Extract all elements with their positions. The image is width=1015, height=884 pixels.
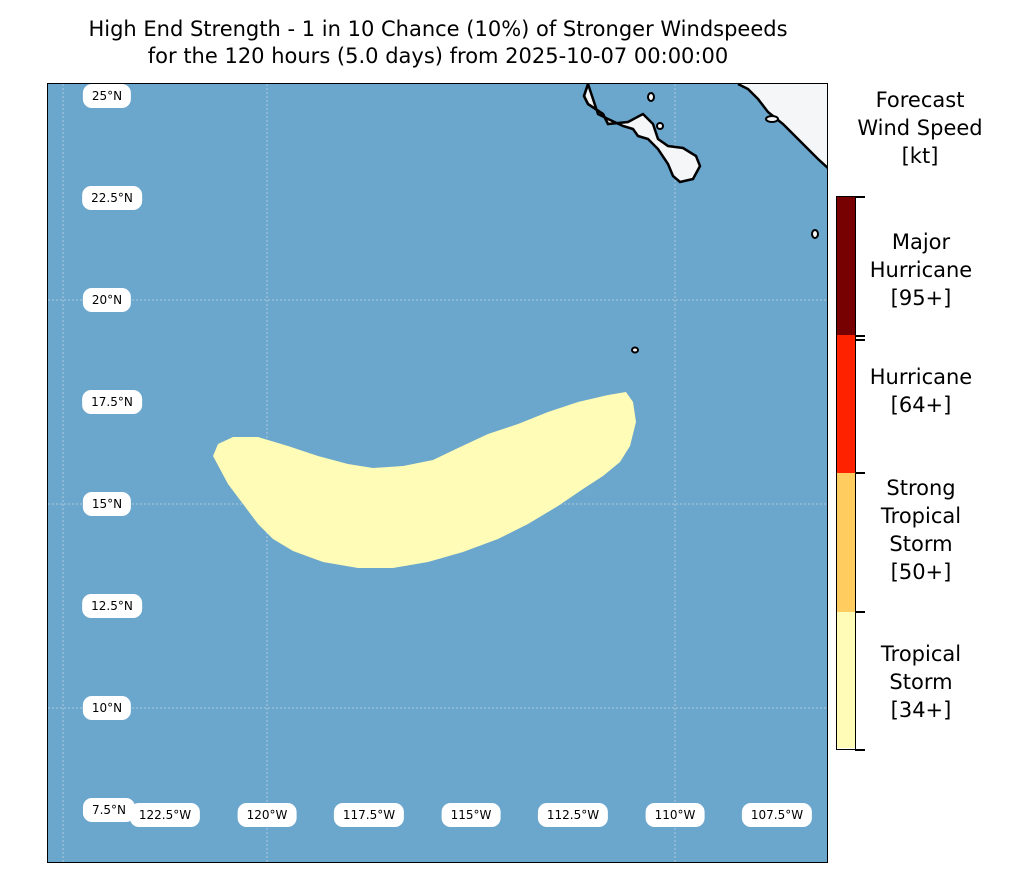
label-line: Storm [889, 670, 953, 694]
colorbar-tick [855, 335, 865, 337]
colorbar-title-line: [kt] [901, 144, 939, 168]
colorbar-title-line: Wind Speed [857, 116, 983, 140]
label-line: [64+] [890, 393, 952, 417]
lon-label: 107.5°W [744, 806, 810, 824]
label-line: Strong [886, 476, 956, 500]
lon-label: 117.5°W [336, 806, 402, 824]
colorbar-tick [855, 196, 865, 198]
label-line: Tropical [880, 642, 962, 666]
colorbar-tick [855, 472, 865, 474]
colorbar [836, 196, 856, 750]
label-line: [50+] [890, 560, 952, 584]
colorbar-segment-tropical-storm [837, 612, 855, 748]
colorbar-label-strong-tropical-storm: Strong Tropical Storm [50+] [860, 474, 982, 586]
baja-california-landmass [582, 84, 702, 184]
lat-label: 10°N [85, 699, 129, 717]
colorbar-segment-hurricane [837, 335, 855, 473]
map-panel[interactable]: 25°N 22.5°N 20°N 17.5°N 15°N 12.5°N 10°N… [47, 83, 828, 863]
island-socorro [811, 229, 819, 239]
peninsula-body [586, 84, 827, 168]
lat-label: 25°N [85, 87, 129, 105]
lat-label: 12.5°N [85, 597, 139, 615]
colorbar-tick [855, 749, 865, 751]
island-clarion [631, 346, 639, 354]
lon-label: 110°W [648, 806, 702, 824]
lat-label: 22.5°N [85, 189, 139, 207]
map-canvas [48, 84, 827, 862]
colorbar-label-major-hurricane: Major Hurricane [95+] [860, 228, 982, 312]
colorbar-title-line: Forecast [875, 88, 965, 112]
lon-label: 115°W [444, 806, 498, 824]
colorbar-label-hurricane: Hurricane [64+] [860, 363, 982, 419]
label-line: [95+] [890, 286, 952, 310]
lon-label: 122.5°W [132, 806, 198, 824]
lat-label: 15°N [85, 495, 129, 513]
lat-label: 20°N [85, 291, 129, 309]
label-line: [34+] [890, 698, 952, 722]
wind-swath-tropical-storm [213, 392, 636, 568]
title-line-2: for the 120 hours (5.0 days) from 2025-1… [147, 44, 729, 68]
colorbar-tick [855, 339, 865, 341]
island-1 [647, 92, 655, 102]
lat-label: 17.5°N [85, 393, 139, 411]
title-line-1: High End Strength - 1 in 10 Chance (10%)… [88, 17, 788, 41]
label-line: Hurricane [869, 258, 973, 282]
colorbar-title: Forecast Wind Speed [kt] [836, 86, 1004, 170]
label-line: Storm [889, 532, 953, 556]
island-2 [656, 122, 664, 130]
chart-title: High End Strength - 1 in 10 Chance (10%)… [0, 16, 876, 70]
label-line: Tropical [880, 504, 962, 528]
colorbar-segment-major-hurricane [837, 197, 855, 335]
lat-label: 7.5°N [85, 801, 133, 819]
colorbar-label-tropical-storm: Tropical Storm [34+] [860, 640, 982, 724]
peninsula-coast [582, 84, 610, 125]
lon-label: 120°W [240, 806, 294, 824]
island-3 [765, 115, 779, 123]
lon-label: 112.5°W [540, 806, 606, 824]
colorbar-segment-strong-tropical-storm [837, 473, 855, 612]
label-line: Major [891, 230, 951, 254]
colorbar-tick [855, 611, 865, 613]
label-line: Hurricane [869, 365, 973, 389]
